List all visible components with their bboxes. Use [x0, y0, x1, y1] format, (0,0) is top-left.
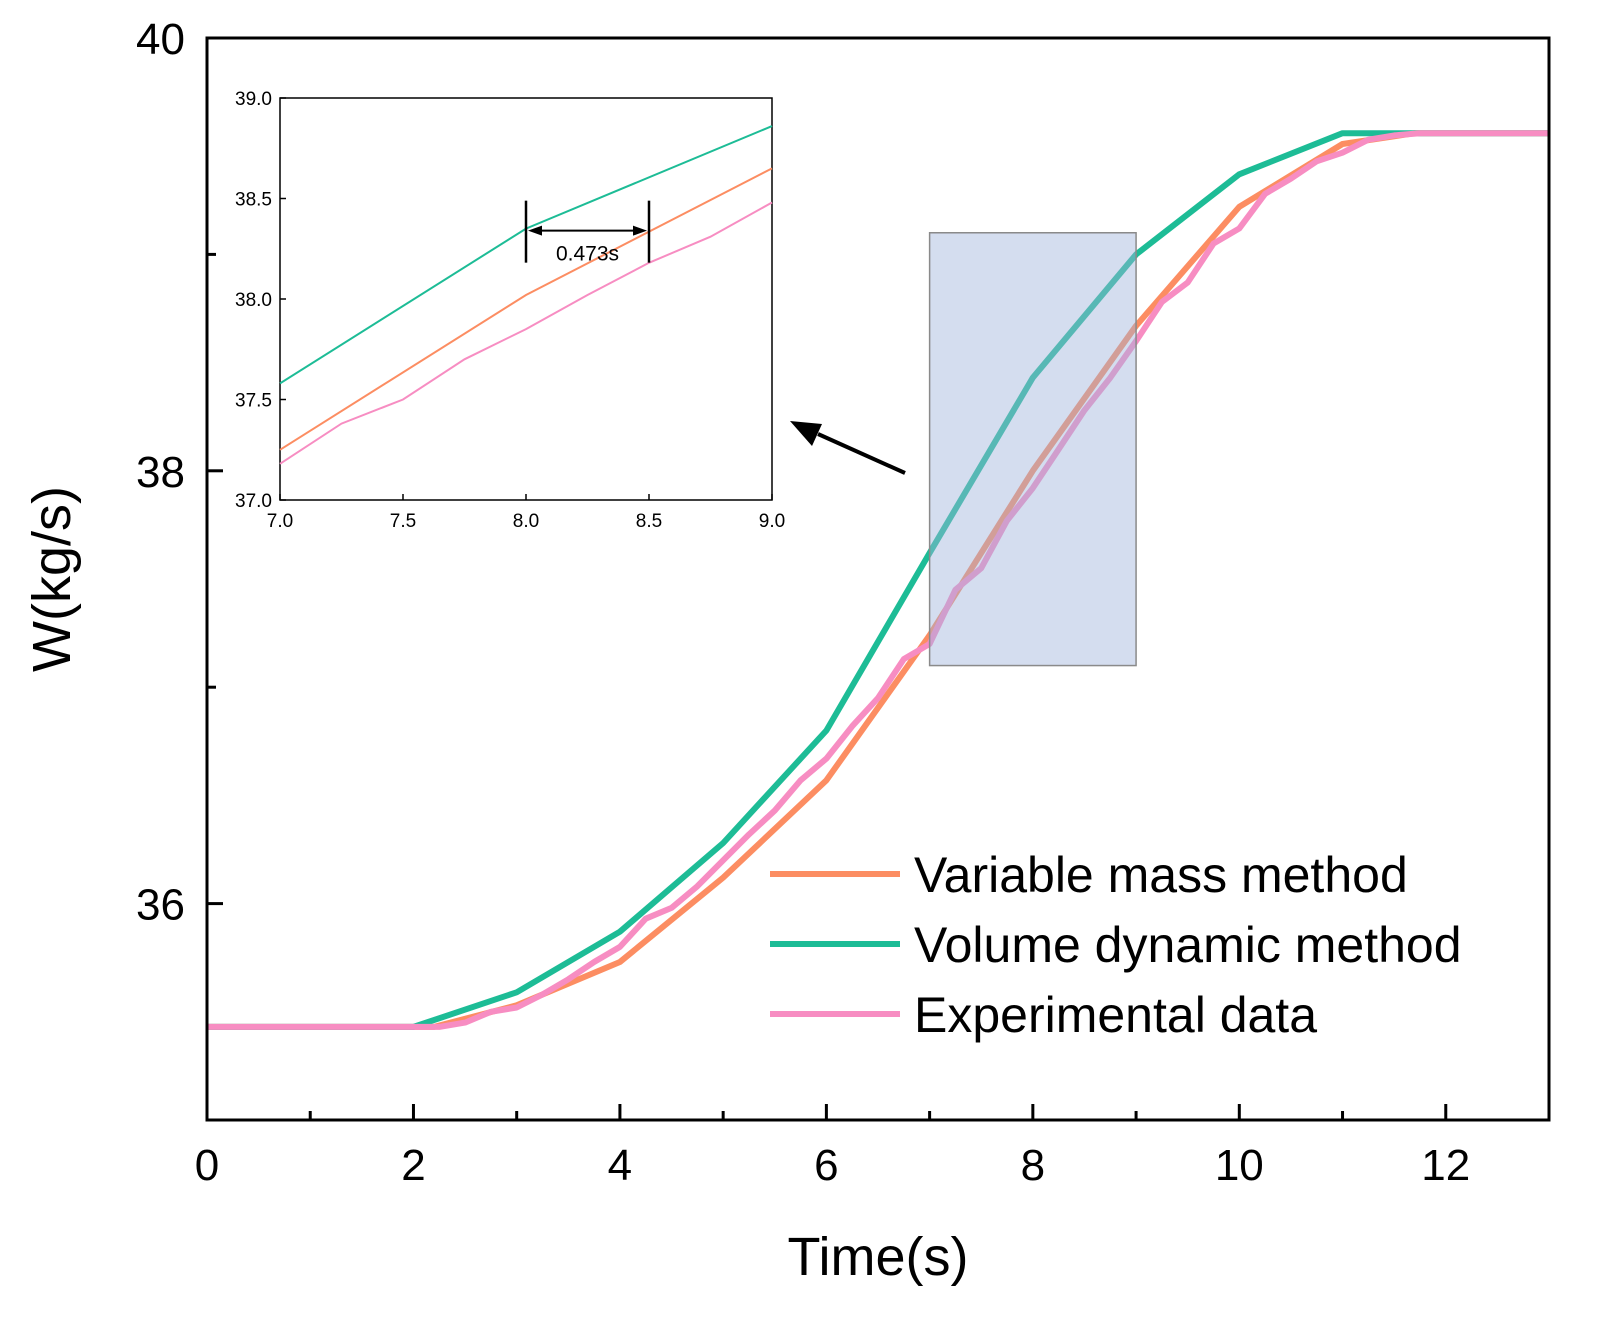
main-axes: 0 2 4 6 8 10 12 36 38 40 — [136, 15, 1551, 1190]
arrow-shaft — [817, 432, 906, 475]
legend-label-2: Experimental data — [914, 987, 1317, 1043]
inset-series-line-2 — [279, 201, 773, 465]
zoom-arrow — [790, 421, 906, 475]
inset-y-tick-label: 37.5 — [235, 391, 272, 412]
x-tick-label: 2 — [401, 1141, 425, 1190]
inset-y-tick-label: 38.0 — [235, 290, 272, 311]
x-tick-label: 12 — [1421, 1141, 1470, 1190]
legend-label-1: Volume dynamic method — [914, 917, 1462, 973]
annotation-arrowhead-right — [633, 225, 647, 236]
inset-x-tick-label: 8.5 — [636, 511, 662, 532]
legend: Variable mass method Volume dynamic metho… — [770, 847, 1462, 1043]
zoom-highlight-region — [928, 232, 1137, 667]
inset-x-tick-label: 7.0 — [267, 511, 293, 532]
x-tick-label: 8 — [1021, 1141, 1045, 1190]
inset-x-tick-label: 8.0 — [513, 511, 539, 532]
arrow-head — [790, 421, 822, 446]
inset-frame — [279, 97, 773, 501]
y-tick-label: 36 — [136, 881, 185, 930]
y-tick-label: 38 — [136, 448, 185, 497]
highlight-rect — [928, 232, 1137, 667]
x-tick-label: 4 — [608, 1141, 632, 1190]
inset-y-tick-label: 39.0 — [235, 89, 272, 110]
y-axis-title: W(kg/s) — [22, 486, 82, 672]
x-tick-label: 0 — [195, 1141, 219, 1190]
inset-y-tick-label: 37.0 — [235, 491, 272, 512]
x-tick-label: 10 — [1215, 1141, 1264, 1190]
inset-series-line-0 — [279, 167, 773, 451]
annotation-label: 0.473s — [556, 243, 619, 266]
plot-frame — [205, 36, 1551, 1122]
inset-y-tick-label: 38.5 — [235, 190, 272, 211]
inset-x-tick-label: 9.0 — [759, 511, 785, 532]
x-tick-label: 6 — [814, 1141, 838, 1190]
annotation-arrowhead-left — [528, 225, 542, 236]
x-axis-title: Time(s) — [788, 1227, 969, 1287]
legend-label-0: Variable mass method — [914, 847, 1408, 903]
inset-chart: 7.0 7.5 8.0 8.5 9.0 37.0 37.5 38.0 38.5 39.0 0.473… — [235, 89, 785, 532]
inset-x-tick-label: 7.5 — [390, 511, 416, 532]
y-tick-label: 40 — [136, 15, 185, 64]
